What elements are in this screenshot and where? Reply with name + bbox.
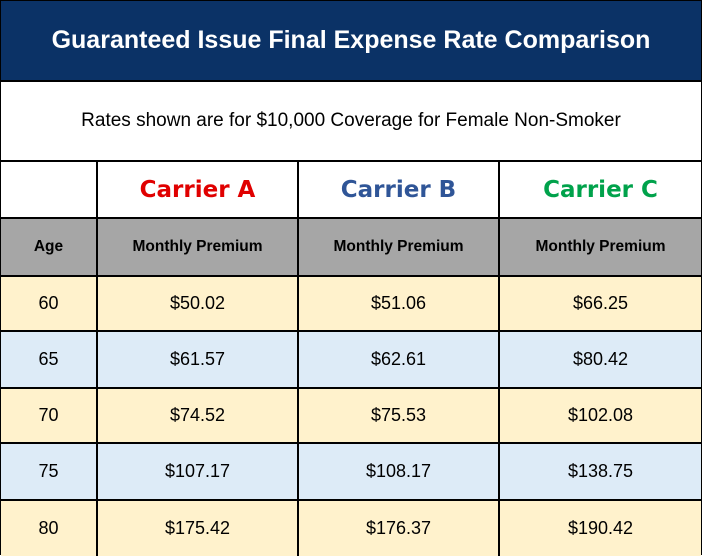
table-cell-premium: $75.53: [299, 389, 500, 444]
table-cell-premium: $61.57: [98, 332, 299, 389]
carrier-a-header: Carrier A: [98, 162, 299, 219]
column-header-premium-b: Monthly Premium: [299, 219, 500, 277]
table-cell-premium: $190.42: [500, 501, 701, 556]
column-header-premium-a: Monthly Premium: [98, 219, 299, 277]
table-cell-premium: $66.25: [500, 277, 701, 332]
table-cell-premium: $108.17: [299, 444, 500, 501]
table-cell-age: 75: [1, 444, 98, 501]
table-cell-age: 60: [1, 277, 98, 332]
table-subtitle: Rates shown are for $10,000 Coverage for…: [1, 82, 701, 162]
table-title: Guaranteed Issue Final Expense Rate Comp…: [1, 1, 701, 82]
table-cell-premium: $74.52: [98, 389, 299, 444]
table-cell-age: 70: [1, 389, 98, 444]
carrier-c-header: Carrier C: [500, 162, 701, 219]
table-cell-premium: $80.42: [500, 332, 701, 389]
table-cell-age: 80: [1, 501, 98, 556]
table-cell-premium: $102.08: [500, 389, 701, 444]
column-header-premium-c: Monthly Premium: [500, 219, 701, 277]
table-cell-premium: $176.37: [299, 501, 500, 556]
table-cell-premium: $107.17: [98, 444, 299, 501]
table-cell-premium: $50.02: [98, 277, 299, 332]
table-cell-premium: $62.61: [299, 332, 500, 389]
carrier-b-header: Carrier B: [299, 162, 500, 219]
table-cell-age: 65: [1, 332, 98, 389]
table-cell-premium: $175.42: [98, 501, 299, 556]
carrier-header-blank: [1, 162, 98, 219]
column-header-age: Age: [1, 219, 98, 277]
table-cell-premium: $51.06: [299, 277, 500, 332]
table-cell-premium: $138.75: [500, 444, 701, 501]
